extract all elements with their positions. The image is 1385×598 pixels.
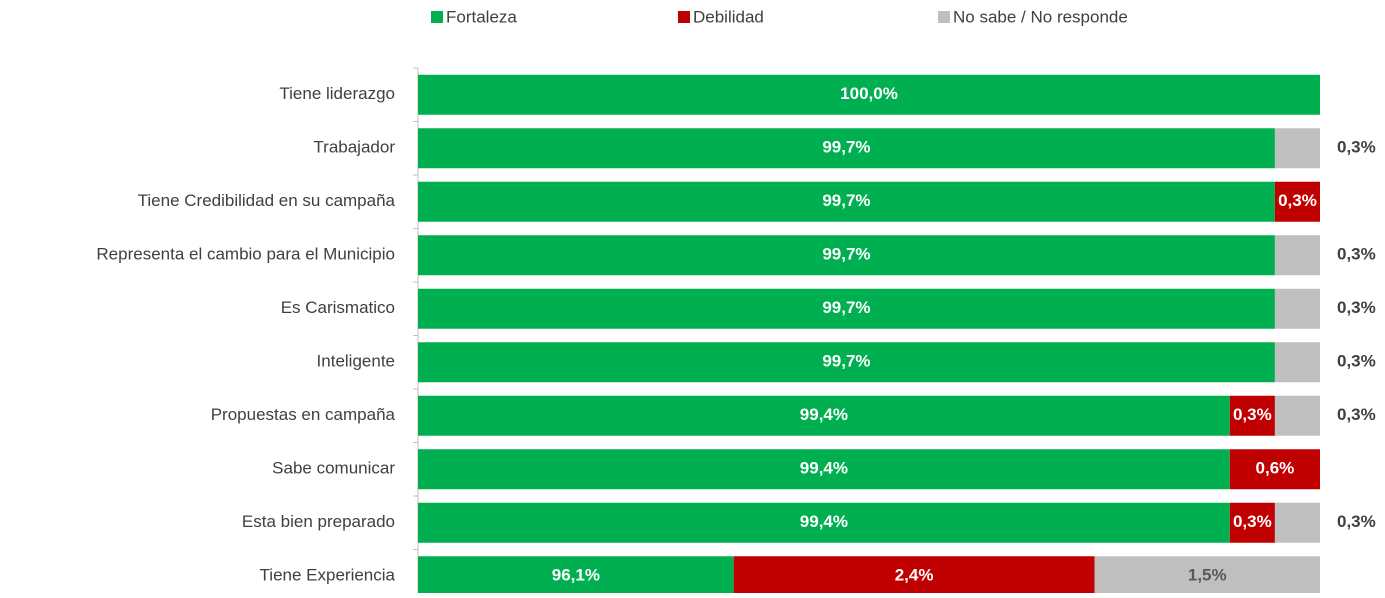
value-label: 2,4% (895, 566, 934, 585)
legend-swatch (678, 11, 690, 23)
bar-segment (418, 395, 1230, 436)
value-label: 99,4% (800, 405, 848, 424)
category-label: Sabe comunicar (272, 459, 395, 478)
bar-segment (1274, 342, 1320, 383)
bar-segment (1274, 395, 1320, 436)
value-label: 0,3% (1278, 191, 1317, 210)
category-label: Esta bien preparado (242, 512, 395, 531)
value-label: 0,3% (1337, 352, 1376, 371)
bar-segment (1229, 395, 1275, 436)
value-label: 99,7% (822, 245, 870, 264)
value-label: 100,0% (840, 84, 898, 103)
category-label: Trabajador (313, 138, 395, 157)
bar-segment (418, 181, 1275, 222)
value-label: 0,3% (1337, 298, 1376, 317)
bar-segment (418, 288, 1275, 329)
bar-segment (733, 556, 1095, 597)
bar-segment (1274, 128, 1320, 169)
bar-segment (1229, 502, 1275, 543)
value-label: 0,3% (1337, 138, 1376, 157)
legend-swatch (938, 11, 950, 23)
category-label: Tiene liderazgo (279, 84, 395, 103)
value-label: 99,7% (822, 191, 870, 210)
value-label: 99,4% (800, 512, 848, 531)
category-label: Es Carismatico (281, 298, 395, 317)
bar-segment (1274, 181, 1320, 222)
category-label: Propuestas en campaña (211, 405, 396, 424)
bar-segment (1274, 502, 1320, 543)
value-label: 0,3% (1233, 512, 1272, 531)
value-label: 99,7% (822, 352, 870, 371)
bar-segment (1094, 556, 1320, 597)
bar-segment (1274, 235, 1320, 276)
value-label: 0,3% (1337, 405, 1376, 424)
value-label: 99,4% (800, 459, 848, 478)
value-label: 0,3% (1337, 512, 1376, 531)
bar-segment (418, 449, 1230, 490)
value-label: 0,3% (1233, 405, 1272, 424)
bar-segment (1229, 449, 1320, 490)
value-label: 1,5% (1188, 566, 1227, 585)
value-label: 99,7% (822, 138, 870, 157)
value-label: 0,6% (1256, 459, 1295, 478)
bar-segment (418, 74, 1320, 115)
value-label: 96,1% (552, 566, 600, 585)
bar-segment (418, 235, 1275, 276)
bar-segment (418, 502, 1230, 543)
legend-label: No sabe / No responde (953, 7, 1128, 26)
bar-segment (418, 342, 1275, 383)
value-label: 99,7% (822, 298, 870, 317)
bar-segment (418, 556, 734, 597)
legend-swatch (431, 11, 443, 23)
category-label: Tiene Experiencia (260, 566, 396, 585)
category-label: Inteligente (317, 352, 395, 371)
category-label: Tiene Credibilidad en su campaña (138, 191, 396, 210)
value-label: 0,3% (1337, 245, 1376, 264)
bar-segment (418, 128, 1275, 169)
category-label: Representa el cambio para el Municipio (96, 245, 395, 264)
legend-label: Fortaleza (446, 7, 517, 26)
bar-segment (1274, 288, 1320, 329)
legend-label: Debilidad (693, 7, 764, 26)
